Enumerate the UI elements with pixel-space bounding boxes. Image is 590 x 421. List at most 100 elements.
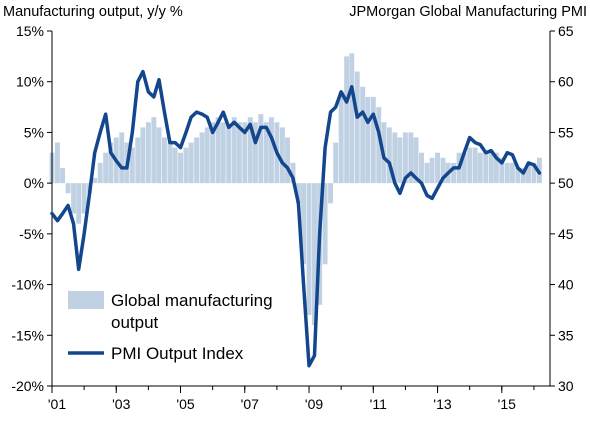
output-bar [461,152,467,184]
output-bar [467,147,473,184]
left-tick-label: -10% [11,277,44,293]
output-bar [338,91,344,184]
output-bar [499,157,505,184]
right-tick-label: 35 [558,327,574,343]
output-bar [151,117,157,184]
output-bar [477,152,483,184]
output-bar [295,183,301,204]
left-tick-label: 0% [24,175,44,191]
output-bar [145,122,151,184]
output-bar [268,117,274,184]
output-bar [520,167,526,184]
output-bar [429,157,435,184]
output-bar [360,86,366,184]
output-bar [376,107,382,184]
output-bar [178,152,183,184]
pmi-line-series [50,69,542,368]
output-bar [226,127,232,184]
right-tick-label: 40 [558,277,574,293]
right-tick-label: 30 [558,378,574,394]
output-bar [258,114,264,184]
output-bar [483,150,489,184]
output-bar [135,137,141,184]
output-bar [509,162,515,184]
output-bar [236,122,242,184]
output-bar [408,132,414,184]
output-bar [515,167,521,184]
output-bar [167,142,173,184]
output-bar [242,122,248,184]
left-tick-label: 15% [16,23,44,39]
left-tick-label: 10% [16,74,44,90]
output-bars [49,53,542,326]
output-bar [531,162,537,184]
pmi-output-line [50,69,542,368]
left-tick-label: 5% [24,124,44,140]
output-bar [92,178,98,184]
output-bar [349,53,355,184]
output-bar [419,152,424,184]
output-bar [333,142,339,184]
x-tick-label: '15 [498,396,516,412]
output-bar [290,162,296,184]
output-bar [252,122,258,184]
output-bar [472,147,478,184]
output-bar [55,142,60,184]
output-bar [231,117,237,184]
left-tick-label: -5% [19,226,44,242]
output-bar [354,71,360,184]
output-bar [188,142,194,184]
x-tick-label: '09 [305,396,323,412]
legend-label-output-line2: output [111,313,159,332]
output-bar [365,96,371,184]
output-bar [424,162,430,184]
output-bar [322,183,328,265]
output-bar [183,147,189,184]
output-bar [504,162,510,184]
output-bar [215,117,221,184]
x-tick-label: '03 [112,396,130,412]
right-tick-label: 45 [558,226,574,242]
axes: -20% -15% -10% -5% 0% 5% 10% 15% 30 35 40 45 50 55 60 6… [11,23,573,412]
output-bar [306,183,312,315]
output-bar [119,132,125,184]
output-bar [103,152,109,184]
output-bar [129,147,135,184]
right-tick-label: 60 [558,74,574,90]
output-bar [488,152,494,184]
left-axis-title: Manufacturing output, y/y % [3,4,183,20]
output-bar [344,56,350,184]
output-bar [285,137,290,184]
output-bar [140,127,146,184]
right-tick-label: 55 [558,124,574,140]
output-bar [328,183,334,204]
output-bar [279,127,285,184]
output-bar [194,137,200,184]
output-bar [402,132,408,184]
x-tick-label: '05 [176,396,194,412]
output-bar [220,122,226,184]
legend-swatch-output [68,291,104,309]
output-bar [108,142,114,184]
output-bar [392,132,398,184]
output-bar [451,162,457,184]
x-tick-label: '07 [241,396,259,412]
output-bar [65,183,71,194]
right-tick-label: 50 [558,175,574,191]
left-tick-label: -20% [11,378,44,394]
output-bar [199,132,205,184]
legend: Global manufacturing output PMI Output I… [68,291,273,363]
output-bar [97,162,103,184]
output-bar [71,183,76,214]
output-bar [526,162,531,184]
output-bar [76,183,82,224]
output-bar [435,152,441,184]
legend-label-pmi: PMI Output Index [111,344,244,363]
output-bar [161,137,167,184]
output-bar [81,183,87,214]
output-bar [172,147,178,184]
output-bar [301,183,307,265]
output-bar [413,137,419,184]
output-bar [263,122,269,184]
